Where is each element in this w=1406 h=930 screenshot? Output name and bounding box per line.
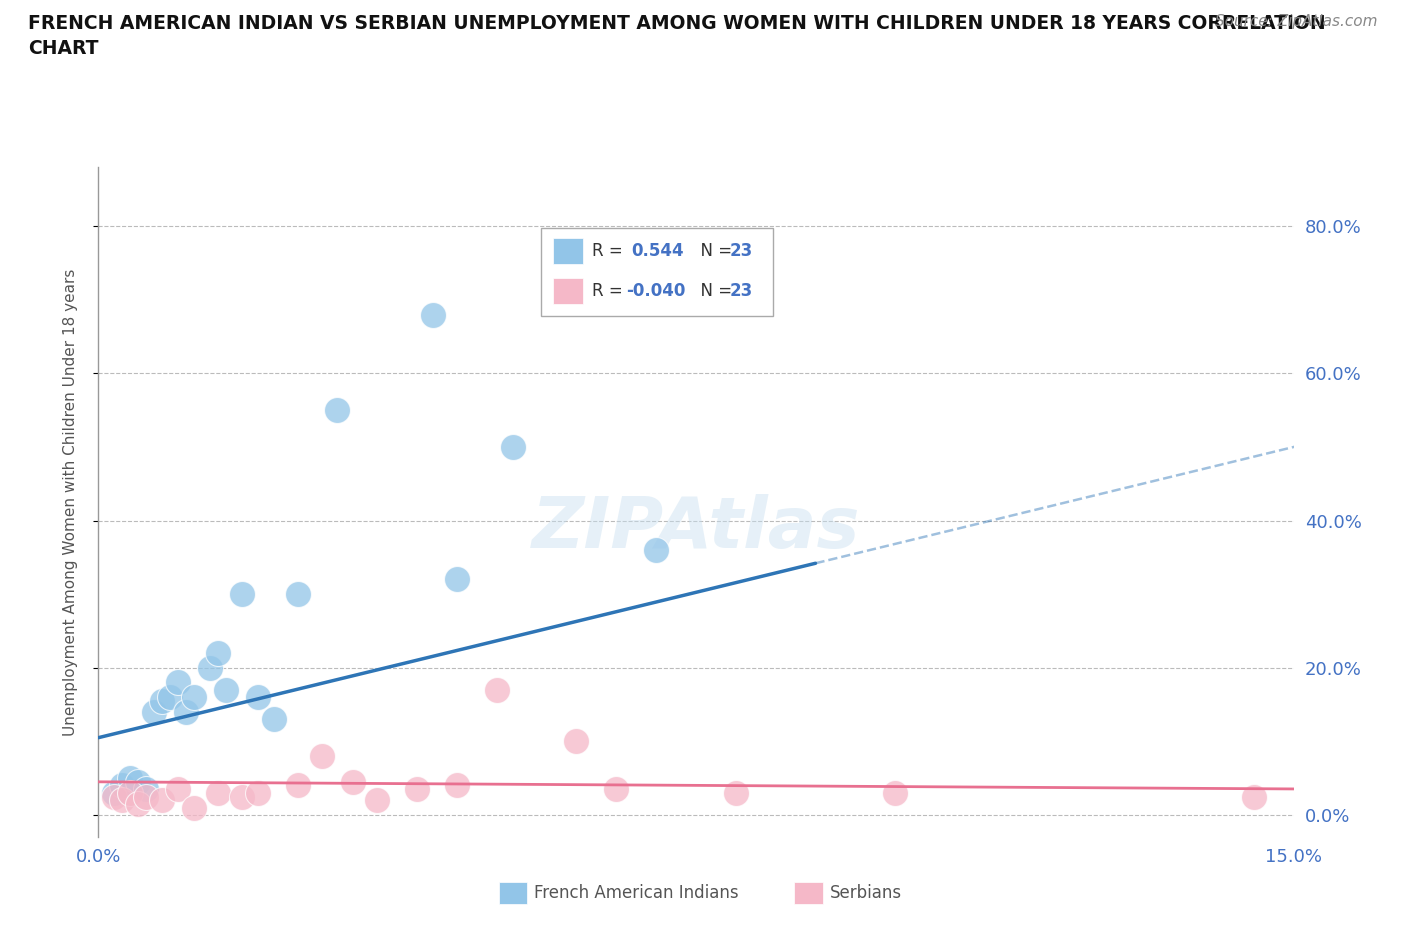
Text: R =: R = (592, 282, 628, 300)
Point (207, 645, 229, 660)
Point (1243, 789, 1265, 804)
Point (422, 307, 444, 322)
Point (246, 690, 269, 705)
Point (111, 778, 134, 793)
Point (120, 786, 142, 801)
Text: French American Indians: French American Indians (534, 884, 740, 902)
Point (565, 734, 588, 749)
Text: Serbians: Serbians (830, 884, 901, 902)
Text: FRENCH AMERICAN INDIAN VS SERBIAN UNEMPLOYMENT AMONG WOMEN WITH CHILDREN UNDER 1: FRENCH AMERICAN INDIAN VS SERBIAN UNEMPL… (28, 14, 1326, 58)
Point (167, 675, 190, 690)
Point (342, 775, 364, 790)
Point (231, 587, 253, 602)
Point (127, 796, 149, 811)
Text: 23: 23 (730, 282, 754, 300)
Point (135, 789, 157, 804)
Point (263, 711, 285, 726)
Point (135, 782, 157, 797)
Text: N =: N = (690, 242, 738, 260)
Point (150, 792, 173, 807)
Text: Source: ZipAtlas.com: Source: ZipAtlas.com (1215, 14, 1378, 29)
Point (174, 704, 197, 719)
Point (111, 792, 134, 807)
Point (605, 782, 627, 797)
Text: 23: 23 (730, 242, 754, 260)
Text: R =: R = (592, 242, 633, 260)
Point (645, 542, 668, 557)
Point (103, 789, 125, 804)
Point (215, 683, 238, 698)
Point (446, 572, 468, 587)
Point (167, 782, 190, 797)
Point (406, 782, 429, 797)
Point (127, 775, 149, 790)
Point (159, 690, 181, 705)
Point (143, 704, 166, 719)
Point (884, 786, 907, 801)
Text: ZIPAtlas: ZIPAtlas (531, 495, 860, 564)
Point (231, 789, 253, 804)
Point (502, 440, 524, 455)
Point (150, 694, 173, 709)
Text: 0.544: 0.544 (631, 242, 683, 260)
Point (103, 786, 125, 801)
Point (207, 786, 229, 801)
Point (446, 778, 468, 793)
Point (183, 690, 205, 705)
Point (366, 792, 388, 807)
Text: N =: N = (690, 282, 738, 300)
Point (287, 778, 309, 793)
Point (120, 771, 142, 786)
Point (326, 403, 349, 418)
Point (183, 800, 205, 815)
Y-axis label: Unemployment Among Women with Children Under 18 years: Unemployment Among Women with Children U… (63, 269, 77, 736)
Point (311, 749, 333, 764)
Text: -0.040: -0.040 (626, 282, 685, 300)
Point (724, 786, 747, 801)
Point (246, 786, 269, 801)
Point (287, 587, 309, 602)
Point (485, 683, 508, 698)
Point (198, 660, 221, 675)
